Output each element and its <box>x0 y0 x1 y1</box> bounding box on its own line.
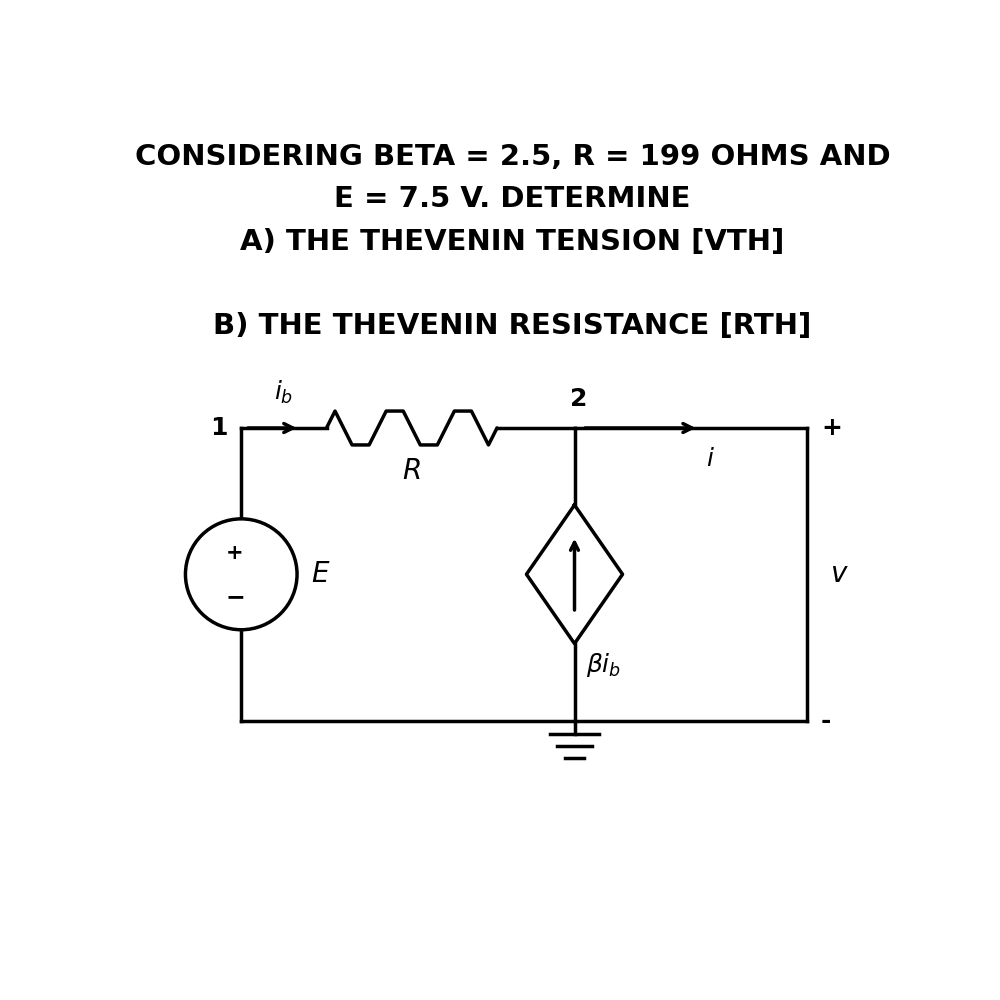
Text: −: − <box>225 585 245 609</box>
Text: A) THE THEVENIN TENSION [VTH]: A) THE THEVENIN TENSION [VTH] <box>240 228 785 256</box>
Text: $i$: $i$ <box>706 447 715 471</box>
Text: CONSIDERING BETA = 2.5, R = 199 OHMS AND: CONSIDERING BETA = 2.5, R = 199 OHMS AND <box>135 143 890 171</box>
Text: +: + <box>821 416 842 440</box>
Text: $E$: $E$ <box>311 560 330 588</box>
Text: +: + <box>226 543 244 563</box>
Text: $i_b$: $i_b$ <box>274 379 293 406</box>
Text: B) THE THEVENIN RESISTANCE [RTH]: B) THE THEVENIN RESISTANCE [RTH] <box>213 312 812 340</box>
Text: $v$: $v$ <box>830 560 849 588</box>
Text: 2: 2 <box>570 387 587 411</box>
Text: -: - <box>821 709 831 733</box>
Text: $R$: $R$ <box>402 457 421 485</box>
Text: E = 7.5 V. DETERMINE: E = 7.5 V. DETERMINE <box>334 185 691 213</box>
Text: 1: 1 <box>210 416 227 440</box>
Text: $\beta i_b$: $\beta i_b$ <box>586 651 621 679</box>
